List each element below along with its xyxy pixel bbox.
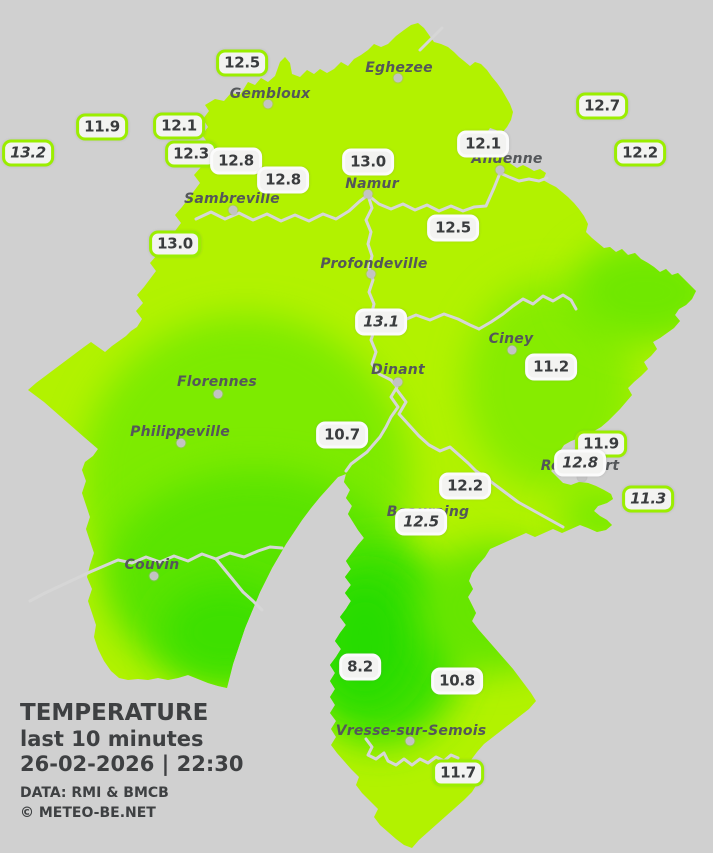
rivers-layer: [28, 26, 578, 767]
city-dot-ciney: [507, 345, 517, 355]
river-lesse-lower: [395, 388, 565, 529]
temperature-badge: 13.1: [355, 308, 407, 336]
city-label-dinant: Dinant: [371, 362, 425, 378]
map-subtitle: last 10 minutes: [20, 727, 204, 751]
city-label-profondeville: Profondeville: [320, 256, 428, 272]
city-label-gembloux: Gembloux: [229, 86, 311, 102]
city-dot-philippeville: [176, 438, 186, 448]
temperature-badge: 12.2: [614, 139, 666, 167]
city-dot-vresse-sur-semois: [405, 736, 415, 746]
temperature-badge: 10.8: [431, 667, 483, 695]
city-dot-andenne: [495, 165, 505, 175]
river-sambre: [194, 193, 370, 223]
map-datetime: 26-02-2026 | 22:30: [20, 752, 244, 776]
city-label-florennes: Florennes: [177, 374, 257, 390]
river-eau-noire: [28, 545, 284, 603]
city-dot-eghezee: [393, 73, 403, 83]
temperature-badge: 12.5: [427, 214, 479, 242]
temperature-badge: 12.2: [439, 472, 491, 500]
temperature-badge: 12.8: [257, 166, 309, 194]
city-label-couvin: Couvin: [124, 557, 180, 573]
city-dot-gembloux: [263, 99, 273, 109]
temperature-badge: 12.5: [216, 49, 268, 77]
title-block: TEMPERATURE last 10 minutes 26-02-2026 |…: [20, 700, 243, 823]
city-label-ciney: Ciney: [488, 331, 534, 347]
city-dot-florennes: [213, 389, 223, 399]
city-label-sambreville: Sambreville: [184, 191, 280, 207]
temperature-badge: 11.7: [432, 759, 484, 787]
temperature-badge: 12.5: [395, 508, 447, 536]
temperature-badge: 13.0: [149, 230, 201, 258]
temperature-badge: 10.7: [316, 421, 368, 449]
city-label-namur: Namur: [345, 176, 399, 192]
city-dot-rochefort: [577, 472, 587, 482]
temperature-badge: 8.2: [339, 653, 381, 681]
temperature-badge: 12.7: [576, 92, 628, 120]
city-dot-couvin: [149, 571, 159, 581]
city-dot-namur: [363, 189, 373, 199]
temperature-badge: 13.0: [342, 148, 394, 176]
city-dot-sambreville: [228, 205, 238, 215]
city-label-philippeville: Philippeville: [130, 424, 230, 440]
city-dot-dinant: [393, 377, 403, 387]
temperature-badge: 11.9: [76, 113, 128, 141]
map-title: TEMPERATURE: [20, 700, 209, 726]
city-dot-profondeville: [366, 269, 376, 279]
temperature-badge: 11.3: [622, 485, 674, 513]
temperature-badge: 11.2: [525, 353, 577, 381]
river-eau-noire-branch: [214, 557, 264, 612]
city-label-vresse-sur-semois: Vresse-sur-Semois: [335, 723, 487, 739]
river-mehaigne: [418, 26, 444, 52]
river-meuse-east: [366, 171, 549, 213]
copyright: © METEO-BE.NET: [20, 805, 156, 821]
temperature-badge: 12.1: [153, 112, 205, 140]
city-label-eghezee: Eghezee: [365, 60, 433, 76]
data-source: DATA: RMI & BMCB: [20, 785, 169, 801]
temperature-badge: 12.8: [210, 147, 262, 175]
river-lesse-upper: [477, 293, 578, 331]
temperature-badge: 13.2: [2, 139, 54, 167]
temperature-badge: 12.1: [457, 130, 509, 158]
river-meuse-south: [344, 193, 400, 473]
temperature-badge: 12.8: [554, 449, 606, 477]
